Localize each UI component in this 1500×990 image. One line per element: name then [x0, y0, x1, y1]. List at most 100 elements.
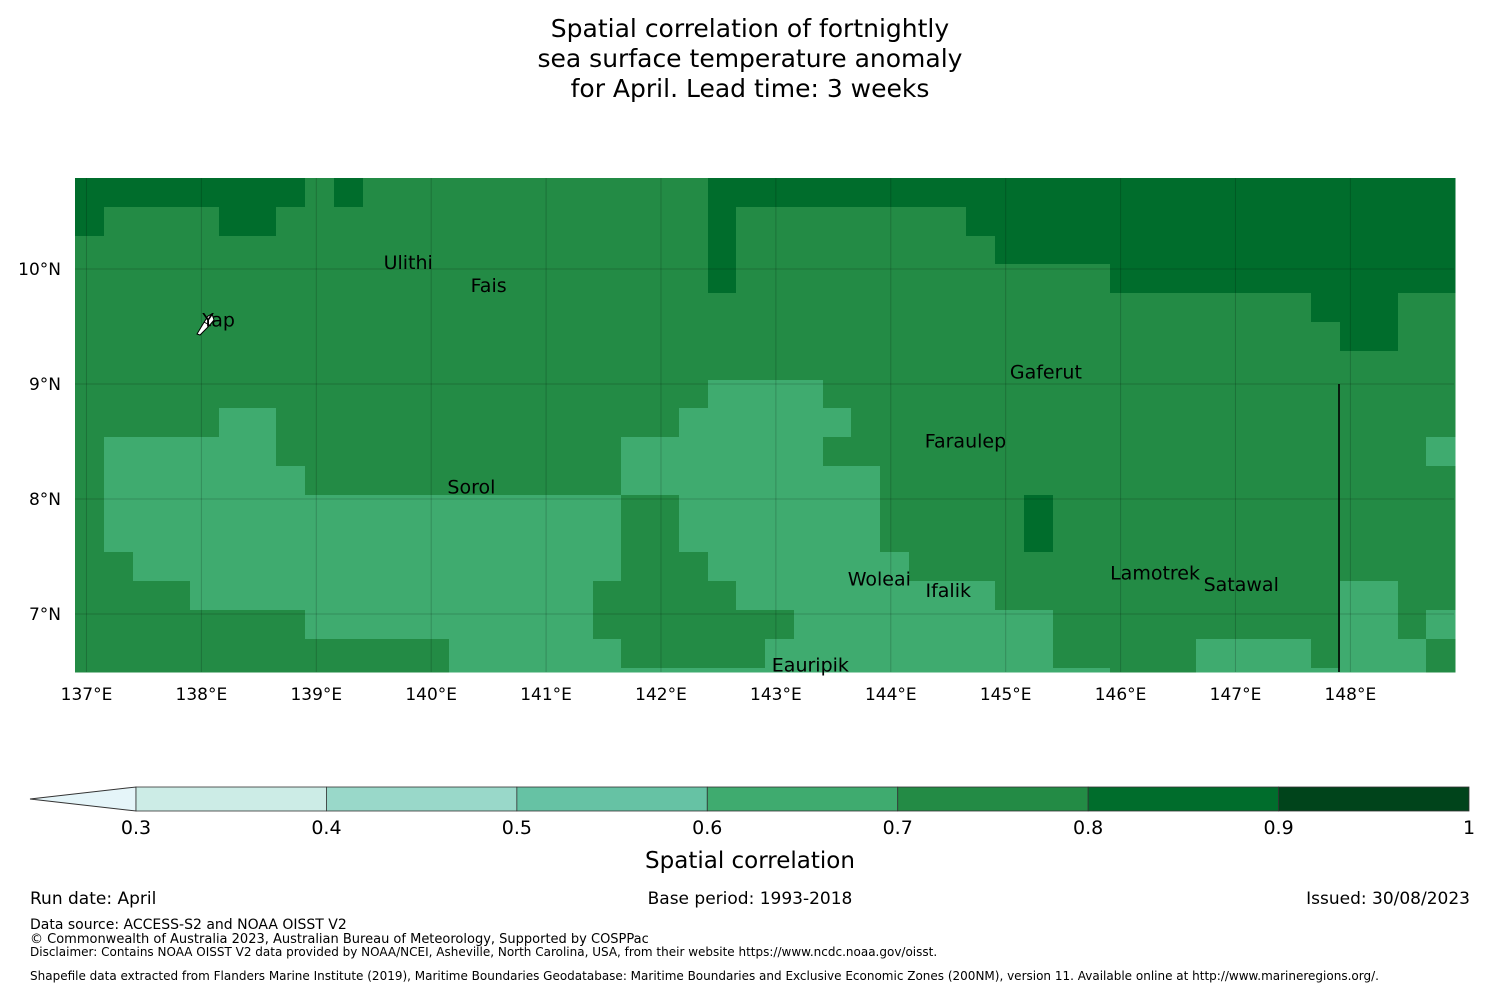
grid-cell: [1225, 351, 1255, 381]
grid-cell: [334, 236, 364, 265]
grid-cell: [1254, 264, 1284, 294]
grid-cell: [219, 668, 249, 673]
grid-cell: [1369, 264, 1399, 294]
grid-cell: [938, 524, 967, 553]
grid-cell: [190, 178, 220, 208]
grid-cell: [391, 639, 421, 669]
grid-cell: [995, 639, 1025, 669]
grid-cell: [1398, 236, 1427, 265]
grid-cell: [1053, 408, 1082, 438]
grid-cell: [104, 380, 134, 409]
grid-cell: [1196, 178, 1226, 208]
grid-cell: [880, 668, 910, 673]
grid-cell: [564, 581, 594, 611]
grid-cell: [995, 408, 1025, 438]
grid-cell: [305, 466, 335, 496]
grid-cell: [593, 466, 622, 496]
grid-cell: [1426, 552, 1456, 582]
grid-cell: [1311, 437, 1341, 467]
grid-cell: [1081, 322, 1111, 352]
grid-cell: [478, 437, 507, 467]
place-label: Woleai: [848, 568, 911, 590]
grid-cell: [248, 495, 277, 525]
grid-cell: [133, 236, 162, 265]
grid-cell: [305, 639, 335, 669]
grid-cell: [736, 524, 766, 553]
grid-cell: [679, 207, 709, 237]
grid-cell: [133, 351, 162, 381]
grid-cell: [708, 437, 737, 467]
grid-cell: [449, 351, 479, 381]
grid-cell: [851, 639, 881, 669]
grid-cell: [1225, 639, 1255, 669]
grid-cell: [75, 380, 105, 409]
grid-cell: [535, 351, 565, 381]
grid-cell: [334, 207, 364, 237]
grid-cell: [593, 322, 622, 352]
grid-cell: [305, 668, 335, 673]
lon-tick-label: 137°E: [61, 685, 113, 705]
grid-cell: [794, 668, 824, 673]
grid-cell: [190, 610, 220, 640]
grid-cell: [851, 351, 881, 381]
grid-cell: [133, 524, 162, 553]
grid-cell: [1254, 293, 1284, 323]
grid-cell: [1110, 581, 1140, 611]
grid-cell: [75, 552, 105, 582]
grid-cell: [880, 524, 910, 553]
grid-cell: [1340, 351, 1370, 381]
grid-cell: [794, 293, 824, 323]
grid-cell: [391, 495, 421, 525]
grid-cell: [478, 466, 507, 496]
grid-cell: [1311, 264, 1341, 294]
grid-cell: [995, 380, 1025, 409]
grid-cell: [708, 466, 737, 496]
grid-cell: [1283, 524, 1312, 553]
grid-cell: [1196, 408, 1226, 438]
grid-cell: [1426, 322, 1456, 352]
grid-cell: [391, 466, 421, 496]
grid-cell: [1340, 178, 1370, 208]
grid-cell: [1110, 178, 1140, 208]
grid-cell: [420, 639, 450, 669]
grid-cell: [190, 351, 220, 381]
chart-title: Spatial correlation of fortnightly sea s…: [0, 14, 1500, 104]
grid-cell: [564, 524, 594, 553]
grid-cell: [391, 351, 421, 381]
grid-cell: [938, 351, 967, 381]
grid-cell: [363, 552, 392, 582]
grid-cell: [1311, 581, 1341, 611]
grid-cell: [621, 408, 651, 438]
grid-cell: [1340, 668, 1370, 673]
grid-cell: [363, 581, 392, 611]
grid-cell: [736, 322, 766, 352]
grid-cell: [966, 639, 996, 669]
grid-cell: [1340, 408, 1370, 438]
grid-cell: [1053, 178, 1082, 208]
grid-cell: [880, 437, 910, 467]
grid-cell: [161, 639, 191, 669]
grid-cell: [1369, 380, 1399, 409]
grid-cell: [506, 351, 536, 381]
grid-cell: [478, 207, 507, 237]
grid-cell: [938, 408, 967, 438]
grid-cell: [219, 322, 249, 352]
grid-cell: [1398, 264, 1427, 294]
grid-cell: [1398, 466, 1427, 496]
grid-cell: [1110, 351, 1140, 381]
grid-cell: [909, 380, 939, 409]
grid-cell: [736, 293, 766, 323]
grid-cell: [535, 552, 565, 582]
grid-cell: [650, 293, 680, 323]
grid-cell: [305, 236, 335, 265]
grid-cell: [1024, 322, 1054, 352]
grid-cell: [650, 495, 680, 525]
grid-cell: [133, 380, 162, 409]
grid-cell: [1196, 610, 1226, 640]
grid-cell: [621, 236, 651, 265]
grid-cell: [334, 552, 364, 582]
grid-cell: [391, 581, 421, 611]
grid-cell: [219, 552, 249, 582]
grid-cell: [938, 322, 967, 352]
grid-cell: [248, 437, 277, 467]
